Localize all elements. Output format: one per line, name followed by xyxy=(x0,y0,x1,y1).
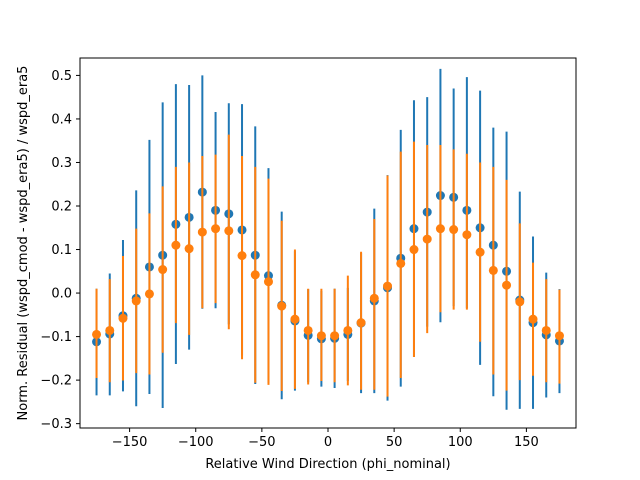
data-point xyxy=(237,251,247,261)
data-point xyxy=(144,289,154,299)
data-point xyxy=(369,293,379,303)
data-point xyxy=(184,244,194,254)
y-tick-label: −0.1 xyxy=(40,330,72,345)
data-point xyxy=(356,318,366,328)
data-point xyxy=(330,331,340,341)
y-tick-label: −0.2 xyxy=(40,374,72,389)
y-tick-label: 0.4 xyxy=(51,112,72,127)
data-point xyxy=(263,277,273,287)
data-point xyxy=(396,258,406,268)
data-point xyxy=(211,224,221,234)
data-point xyxy=(435,224,445,234)
x-tick-label: 50 xyxy=(386,435,403,450)
data-point xyxy=(528,314,538,324)
data-point xyxy=(290,314,300,324)
x-tick-label: −50 xyxy=(248,435,275,450)
data-point xyxy=(277,301,287,311)
x-tick-label: 150 xyxy=(514,435,539,450)
x-tick-label: 0 xyxy=(324,435,332,450)
x-tick-label: −100 xyxy=(178,435,214,450)
data-point xyxy=(409,245,419,255)
data-point xyxy=(343,325,353,335)
y-tick-label: −0.3 xyxy=(40,417,72,432)
data-point xyxy=(475,247,485,257)
data-point xyxy=(462,230,472,240)
data-point xyxy=(118,313,128,323)
series-2 xyxy=(92,134,564,397)
data-point xyxy=(502,280,512,290)
y-tick-label: 0.5 xyxy=(51,69,72,84)
series-layer xyxy=(92,68,564,410)
y-tick-label: 0.1 xyxy=(51,243,72,258)
data-point xyxy=(554,331,564,341)
y-axis: −0.3 −0.2 −0.1 0.0 0.1 0.2 0.3 0.4 0.5 xyxy=(40,69,80,432)
x-axis: −150 −100 −50 0 50 100 150 xyxy=(112,428,539,450)
y-tick-label: 0.3 xyxy=(51,156,72,171)
data-point xyxy=(422,234,432,244)
y-tick-label: 0.0 xyxy=(51,287,72,302)
y-axis-label: Norm. Residual (wspd_cmod - wspd_era5) /… xyxy=(16,66,31,421)
data-point xyxy=(92,329,102,339)
data-point xyxy=(449,225,459,235)
data-point xyxy=(303,325,313,335)
x-tick-label: 100 xyxy=(448,435,473,450)
data-point xyxy=(171,240,181,250)
data-point xyxy=(224,226,234,236)
data-point xyxy=(383,281,393,291)
data-point xyxy=(131,296,141,306)
data-point xyxy=(105,325,115,335)
data-point xyxy=(158,265,168,275)
data-point xyxy=(488,265,498,275)
data-point xyxy=(316,331,326,341)
data-point xyxy=(250,270,260,280)
data-point xyxy=(541,325,551,335)
data-point xyxy=(515,297,525,307)
data-point xyxy=(197,227,207,237)
x-tick-label: −150 xyxy=(112,435,148,450)
x-axis-label: Relative Wind Direction (phi_nominal) xyxy=(205,457,450,472)
y-tick-label: 0.2 xyxy=(51,200,72,215)
